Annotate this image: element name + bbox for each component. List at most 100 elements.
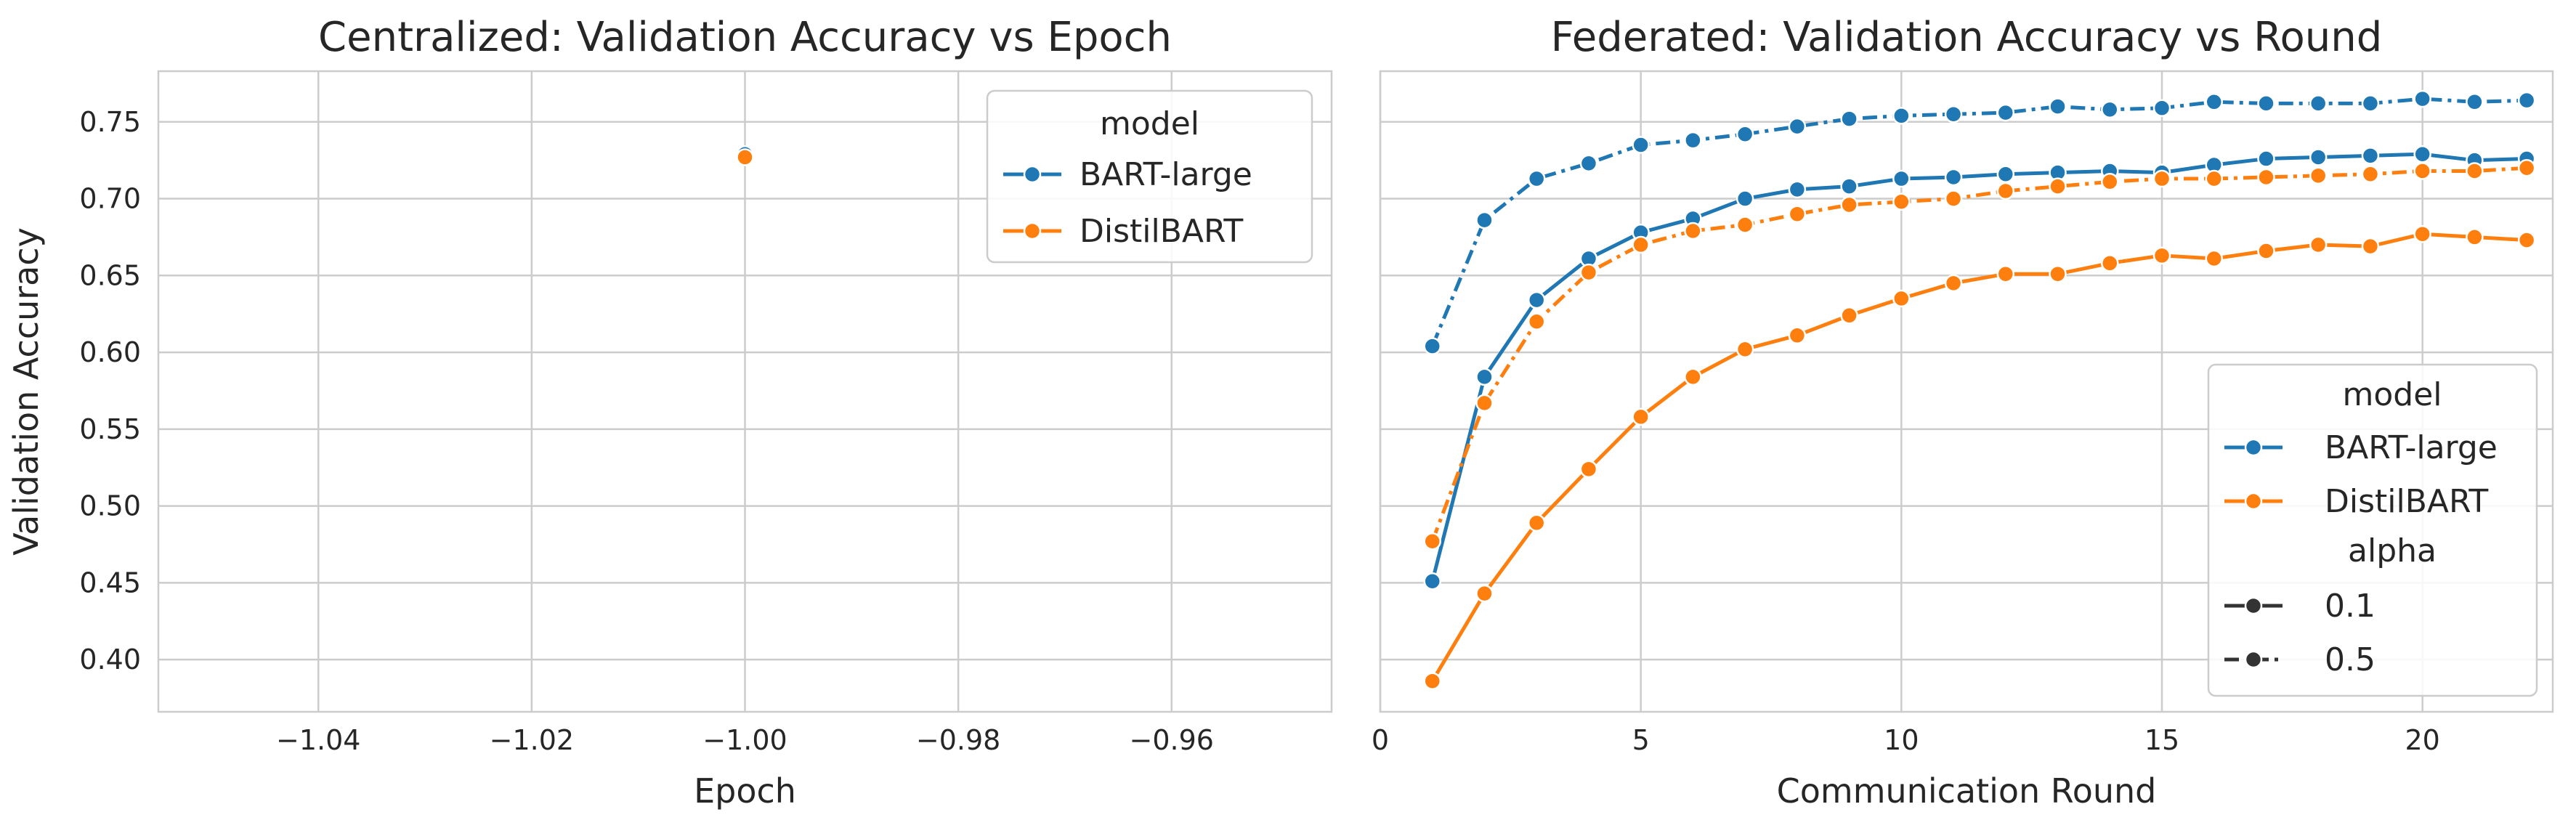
data-point — [2257, 94, 2275, 113]
y-tick-label: 0.60 — [79, 336, 141, 368]
y-tick-label: 0.70 — [79, 183, 141, 215]
legend-label: BART-large — [2325, 429, 2498, 466]
data-point — [2517, 159, 2536, 177]
data-point — [1892, 107, 1911, 125]
x-tick-label: −1.00 — [702, 724, 787, 756]
y-tick-label: 0.75 — [79, 106, 141, 138]
x-tick-label: 15 — [2144, 724, 2179, 756]
data-point — [1475, 211, 1494, 230]
data-point — [736, 148, 754, 166]
data-point — [1475, 368, 1494, 386]
data-point — [1735, 190, 1754, 208]
data-point — [2049, 264, 2067, 283]
legend-style-title: alpha — [2348, 532, 2437, 569]
legend-label: DistilBART — [2325, 483, 2488, 520]
data-point — [1423, 672, 1441, 690]
x-tick-label: −1.02 — [490, 724, 574, 756]
chart-title: Federated: Validation Accuracy vs Round — [1551, 14, 2383, 61]
data-point — [2309, 235, 2328, 254]
data-point — [1788, 326, 1807, 345]
y-tick-label: 0.50 — [79, 490, 141, 522]
series-line — [1430, 97, 2527, 347]
data-point — [1892, 192, 1911, 211]
data-point — [1579, 460, 1598, 479]
legend-marker — [1023, 165, 1042, 184]
legend-title: model — [2342, 376, 2442, 413]
data-point — [1944, 168, 1963, 187]
data-point — [2309, 94, 2328, 113]
data-point — [2152, 99, 2171, 118]
data-point — [2413, 162, 2431, 180]
data-point — [1684, 131, 1702, 150]
data-point — [1788, 117, 1807, 136]
data-point — [1788, 205, 1807, 223]
legend-marker — [2244, 438, 2263, 457]
data-point — [2101, 100, 2119, 119]
data-point — [2466, 228, 2484, 246]
data-point — [2361, 94, 2380, 113]
data-point — [1684, 222, 1702, 240]
data-point — [1475, 584, 1494, 603]
y-tick-label: 0.55 — [79, 413, 141, 445]
x-tick-label: 5 — [1632, 724, 1650, 756]
x-tick-label: 0 — [1372, 724, 1389, 756]
x-tick-label: 10 — [1884, 724, 1919, 756]
data-point — [2152, 246, 2171, 265]
data-point — [2413, 145, 2431, 163]
data-point — [2257, 242, 2275, 260]
y-tick-label: 0.65 — [79, 259, 141, 291]
data-point — [1840, 177, 1858, 195]
y-axis-label: Validation Accuracy — [7, 227, 46, 556]
data-point — [1579, 154, 1598, 173]
plot-area-frame — [1379, 70, 2554, 713]
data-point — [2205, 93, 2223, 111]
y-tick-label: 0.40 — [79, 644, 141, 675]
x-tick-label: 20 — [2405, 724, 2439, 756]
data-point — [1840, 110, 1858, 128]
legend-label: BART-large — [1080, 156, 1252, 193]
data-point — [1475, 394, 1494, 413]
data-point — [1684, 368, 1702, 386]
y-tick-label: 0.45 — [79, 567, 141, 598]
legend-marker — [2244, 492, 2263, 511]
data-point — [2049, 97, 2067, 115]
data-point — [2361, 237, 2380, 256]
chart-title: Centralized: Validation Accuracy vs Epoc… — [318, 14, 1172, 61]
series-line — [1430, 166, 2527, 543]
legend-style-marker — [2244, 650, 2263, 669]
data-point — [1579, 263, 1598, 282]
data-point — [2049, 177, 2067, 195]
data-point — [1423, 337, 1441, 355]
legend-style-label: 0.5 — [2325, 641, 2375, 678]
data-point — [2309, 166, 2328, 185]
data-point — [1735, 125, 1754, 143]
data-point — [1632, 136, 1650, 154]
legend-style-label: 0.1 — [2325, 588, 2375, 625]
data-point — [1892, 289, 1911, 308]
data-point — [2517, 91, 2536, 110]
data-point — [2152, 169, 2171, 188]
legend-marker — [1023, 222, 1042, 240]
data-point — [1840, 195, 1858, 214]
series-line — [1430, 232, 2527, 682]
data-point — [1735, 340, 1754, 359]
data-point — [2466, 93, 2484, 111]
data-point — [1527, 514, 1546, 532]
data-point — [1944, 274, 1963, 293]
data-point — [2101, 173, 2119, 191]
data-point — [1527, 312, 1546, 331]
legend-box — [986, 89, 1313, 264]
data-point — [2413, 89, 2431, 108]
data-point — [1632, 407, 1650, 426]
x-tick-label: −1.04 — [276, 724, 360, 756]
data-point — [2309, 148, 2328, 166]
data-point — [1735, 216, 1754, 234]
x-tick-label: −0.98 — [916, 724, 1000, 756]
data-point — [1996, 165, 2015, 183]
data-point — [2517, 231, 2536, 249]
data-point — [2361, 165, 2380, 183]
x-tick-label: −0.96 — [1130, 724, 1214, 756]
data-point — [1788, 180, 1807, 199]
